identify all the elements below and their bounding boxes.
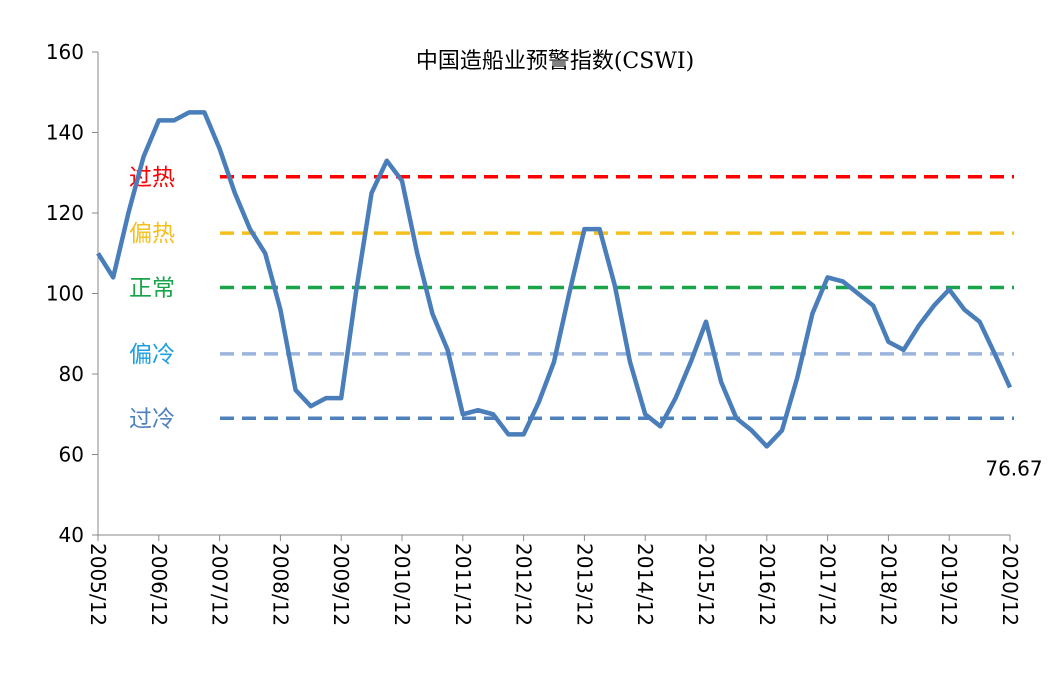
x-tick-label: 2008/12 [268, 543, 292, 626]
threshold-label: 过冷 [129, 406, 175, 432]
x-tick-label: 2016/12 [755, 543, 779, 626]
chart-title: 中国造船业预警指数(CSWI) [416, 49, 694, 74]
data-line [96, 110, 1013, 449]
y-tick-label: 160 [46, 40, 84, 64]
x-tick-label: 2009/12 [329, 543, 353, 626]
x-tick-label: 2015/12 [694, 543, 718, 626]
y-tick-label: 60 [59, 443, 84, 467]
y-tick-label: 80 [59, 362, 84, 386]
x-tick-label: 2006/12 [147, 543, 171, 626]
threshold-label: 偏热 [129, 221, 175, 247]
y-tick-label: 140 [46, 121, 84, 145]
x-tick-label: 2018/12 [876, 543, 900, 626]
x-tick-label: 2007/12 [208, 543, 232, 626]
x-tick-label: 2011/12 [451, 543, 475, 626]
threshold-label: 偏冷 [129, 342, 175, 368]
threshold-label: 正常 [129, 275, 175, 301]
y-tick-label: 100 [46, 282, 84, 306]
x-tick-label: 2014/12 [633, 543, 657, 626]
x-tick-label: 2010/12 [390, 543, 414, 626]
y-tick-label: 120 [46, 201, 84, 225]
x-tick-label: 2017/12 [816, 543, 840, 626]
x-tick-label: 2005/12 [86, 543, 110, 626]
data-label: 76.67 [985, 456, 1042, 480]
x-tick-label: 2013/12 [572, 543, 596, 626]
x-tick-label: 2020/12 [998, 543, 1022, 626]
x-tick-label: 2019/12 [937, 543, 961, 626]
y-tick-label: 40 [59, 523, 84, 547]
x-tick-label: 2012/12 [512, 543, 536, 626]
